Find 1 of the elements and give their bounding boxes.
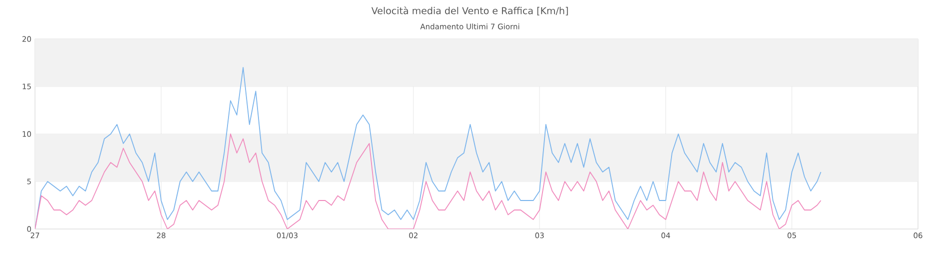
chart-title: Velocità media del Vento e Raffica [Km/h]: [371, 6, 568, 16]
